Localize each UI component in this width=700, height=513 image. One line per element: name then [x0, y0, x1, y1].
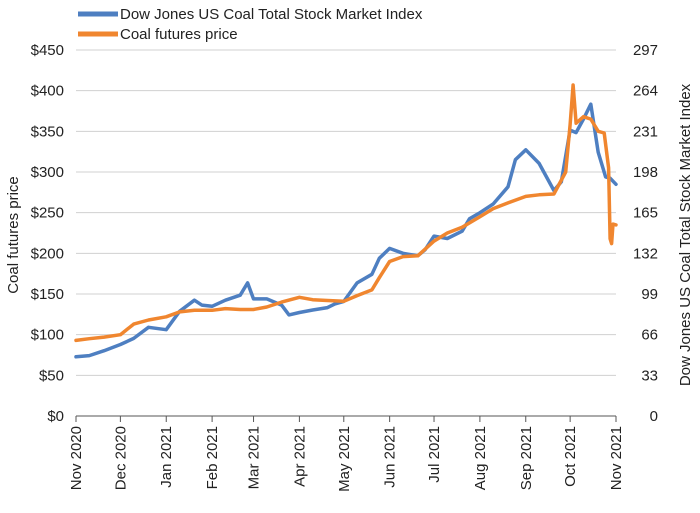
x-axis-ticks: Nov 2020 Dec 2020 Jan 2021 Feb 2021 Mar 2021… — [68, 416, 625, 492]
x-tick-label: Apr 2021 — [291, 426, 308, 487]
y-left-tick-label: $450 — [31, 42, 64, 59]
series-line-coal-futures-price — [74, 83, 618, 343]
y-right-tick-label: 231 — [633, 123, 658, 140]
y-right-axis-title: Dow Jones US Coal Total Stock Market Ind… — [677, 83, 694, 386]
x-tick-label: Jul 2021 — [426, 426, 443, 483]
y-left-tick-label: $400 — [31, 83, 64, 100]
x-tick-label: Nov 2020 — [68, 426, 85, 490]
y-left-tick-label: $250 — [31, 205, 64, 222]
y-right-tick-label: 132 — [633, 245, 658, 262]
x-tick-label: Mar 2021 — [246, 426, 263, 489]
y-right-tick-label: 264 — [633, 83, 658, 100]
y-left-tick-label: $300 — [31, 164, 64, 181]
y-right-tick-label: 33 — [641, 367, 658, 384]
y-right-tick-label: 297 — [633, 42, 658, 59]
x-tick-label: Jan 2021 — [158, 426, 175, 488]
x-tick-label: Dec 2020 — [112, 426, 129, 490]
y-right-tick-label: 198 — [633, 164, 658, 181]
legend-label-dow-jones: Dow Jones US Coal Total Stock Market Ind… — [120, 6, 423, 23]
y-left-tick-label: $0 — [47, 408, 64, 425]
legend-label-coal-futures: Coal futures price — [120, 26, 238, 43]
y-right-tick-label: 99 — [641, 286, 658, 303]
y-right-tick-label: 66 — [641, 327, 658, 344]
y-left-tick-label: $350 — [31, 123, 64, 140]
y-left-tick-label: $100 — [31, 327, 64, 344]
x-tick-label: Oct 2021 — [562, 426, 579, 487]
x-tick-label: Sep 2021 — [518, 426, 535, 490]
y-left-tick-label: $50 — [39, 367, 64, 384]
x-tick-label: Jun 2021 — [382, 426, 399, 488]
x-tick-label: Nov 2021 — [608, 426, 625, 490]
series — [74, 83, 618, 359]
y-right-tick-label: 165 — [633, 205, 658, 222]
legend: Dow Jones US Coal Total Stock Market Ind… — [78, 6, 423, 43]
y-left-tick-label: $200 — [31, 245, 64, 262]
grid — [76, 49, 616, 417]
y-left-tick-label: $150 — [31, 286, 64, 303]
y-right-tick-label: 0 — [650, 408, 658, 425]
x-tick-label: Aug 2021 — [472, 426, 489, 490]
left-axis-ticks: $0 $50 $100 $150 $200 $250 $300 $350 $400 $450 — [31, 42, 64, 425]
x-tick-label: Feb 2021 — [204, 426, 221, 489]
y-left-axis-title: Coal futures price — [5, 176, 22, 294]
x-tick-label: May 2021 — [336, 426, 353, 492]
right-axis-ticks: 0 33 66 99 132 165 198 231 264 297 — [633, 42, 658, 425]
